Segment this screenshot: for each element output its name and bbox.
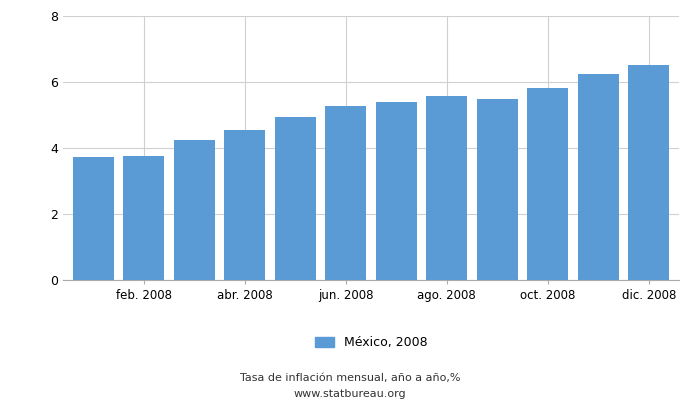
- Bar: [578, 74, 619, 280]
- Text: Tasa de inflación mensual, año a año,%: Tasa de inflación mensual, año a año,%: [239, 373, 461, 383]
- Bar: [477, 100, 518, 280]
- Bar: [527, 88, 568, 280]
- Bar: [224, 130, 265, 280]
- Legend: México, 2008: México, 2008: [310, 331, 432, 354]
- Bar: [426, 96, 468, 280]
- Bar: [375, 102, 417, 280]
- Bar: [628, 64, 669, 280]
- Bar: [274, 117, 316, 280]
- Bar: [123, 156, 164, 280]
- Bar: [73, 157, 114, 280]
- Bar: [325, 106, 367, 280]
- Bar: [174, 140, 215, 280]
- Text: www.statbureau.org: www.statbureau.org: [294, 389, 406, 399]
